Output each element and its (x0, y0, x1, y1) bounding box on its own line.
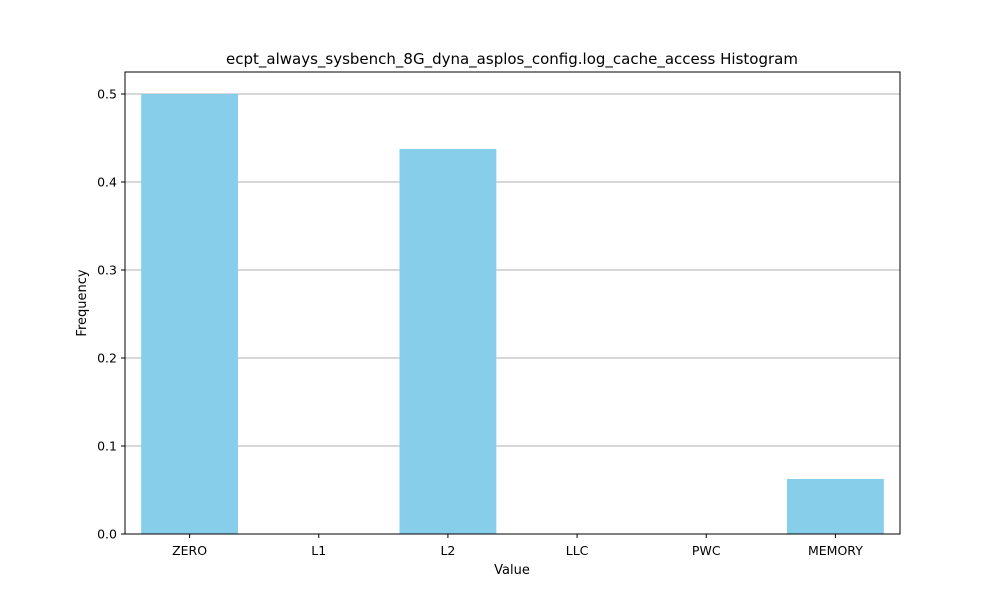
y-tick-label: 0.1 (97, 439, 117, 454)
plot-frame (124, 71, 901, 535)
x-tick-label: PWC (692, 543, 721, 558)
x-tick-label: L2 (440, 543, 455, 558)
y-grid (125, 93, 900, 535)
y-axis-label: Frequency (75, 269, 90, 336)
y-tick-label: 0.5 (97, 87, 117, 102)
chart-title: ecpt_always_sysbench_8G_dyna_asplos_conf… (226, 50, 798, 69)
x-tick-label: MEMORY (808, 543, 863, 558)
y-axis: 0.0 0.1 0.2 0.3 0.4 0.5 (97, 87, 125, 542)
bar-zero (141, 94, 239, 534)
y-tick-label: 0.2 (97, 351, 117, 366)
bar-l2 (399, 149, 497, 534)
bars (141, 94, 884, 534)
bar-memory (786, 479, 884, 534)
x-axis-label: Value (494, 563, 530, 578)
y-tick-label: 0.0 (97, 527, 117, 542)
x-tick-label: L1 (311, 543, 326, 558)
y-tick-label: 0.4 (97, 175, 117, 190)
x-tick-label: ZERO (172, 543, 207, 558)
x-axis: ZERO L1 L2 LLC PWC MEMORY (172, 534, 863, 558)
x-tick-label: LLC (566, 543, 589, 558)
y-tick-label: 0.3 (97, 263, 117, 278)
